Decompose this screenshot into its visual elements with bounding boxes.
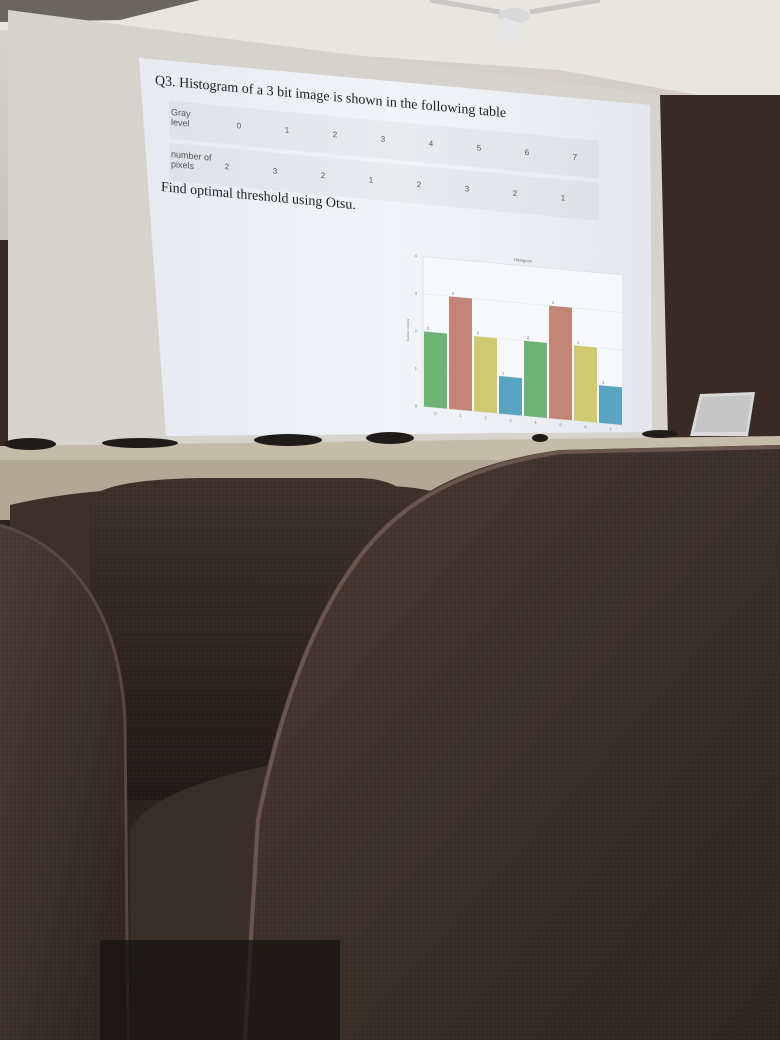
pixel-count-cell: 2 (224, 161, 230, 172)
bar-value-label: 3 (552, 300, 555, 305)
projected-slide: Q3. Histogram of a 3 bit image is shown … (139, 58, 639, 465)
x-tick-label: 6 (584, 424, 587, 429)
y-tick-label: 0 (415, 403, 418, 408)
gray-level-cell: 2 (332, 130, 338, 140)
gray-level-cell: 0 (236, 121, 242, 131)
table-label-gray-level: Gray level (171, 106, 191, 129)
gray-level-cell: 1 (284, 125, 290, 135)
ceiling (0, 0, 780, 110)
pixel-count-cell: 3 (464, 184, 470, 194)
gray-level-cell: 5 (476, 143, 482, 153)
histogram-bar (574, 345, 597, 423)
pixel-count-cell: 1 (560, 193, 566, 203)
seat-front-weave (240, 445, 780, 1040)
x-tick-label: 4 (534, 420, 537, 425)
bar-value-label: 2 (527, 335, 530, 340)
histogram-bar (499, 375, 522, 416)
gray-level-cell: 6 (524, 147, 530, 158)
x-tick-label: 5 (559, 422, 562, 427)
gray-level-cell: 7 (572, 152, 578, 162)
histogram-bar (599, 385, 622, 425)
bar-value-label: 1 (602, 380, 605, 385)
bar-value-label: 2 (577, 340, 580, 345)
x-tick-label: 2 (484, 415, 487, 420)
seat-front-seam (243, 445, 780, 1040)
y-tick-label: 1 (415, 366, 418, 371)
y-axis-title: Number of pixels (406, 318, 410, 341)
seat-left-seam (0, 523, 130, 1040)
chart-title: Histogram (514, 257, 533, 264)
x-tick-label: 0 (434, 410, 437, 415)
audience-heads (4, 430, 678, 450)
gray-level-cell: 4 (428, 138, 434, 149)
bar-value-label: 1 (502, 370, 505, 375)
y-tick-label: 2 (415, 328, 418, 333)
x-tick-label: 7 (609, 427, 612, 432)
gray-level-cell: 3 (380, 134, 386, 144)
bar-value-label: 2 (427, 326, 430, 331)
ceiling-fan-icon (429, 0, 601, 44)
laptop-icon (690, 392, 755, 436)
x-tick-label: 1 (459, 413, 462, 418)
histogram-bar (449, 296, 472, 411)
bar-value-label: 3 (452, 291, 455, 296)
pixel-count-cell: 2 (512, 188, 518, 199)
pixel-count-cell: 2 (416, 179, 422, 190)
histogram-chart: 0 1 2 3 4 Histogram Number of pixels 2 0 3 1 2 2 1 3 2 4… (406, 253, 624, 432)
y-tick-label: 3 (415, 291, 418, 296)
floor-shadow (100, 940, 340, 1040)
pixel-count-cell: 1 (368, 175, 374, 185)
seat-left-weave (0, 525, 128, 1040)
gridline (423, 256, 623, 276)
pixel-count-cell: 3 (272, 166, 278, 176)
histogram-bar (474, 336, 497, 414)
y-tick-label: 4 (415, 253, 418, 258)
histogram-bar (549, 305, 572, 421)
histogram-bar (524, 340, 547, 418)
bar-value-label: 2 (477, 330, 480, 335)
x-tick-label: 3 (509, 417, 512, 422)
histogram-bar (424, 331, 447, 409)
pixel-count-cell: 2 (320, 170, 326, 181)
